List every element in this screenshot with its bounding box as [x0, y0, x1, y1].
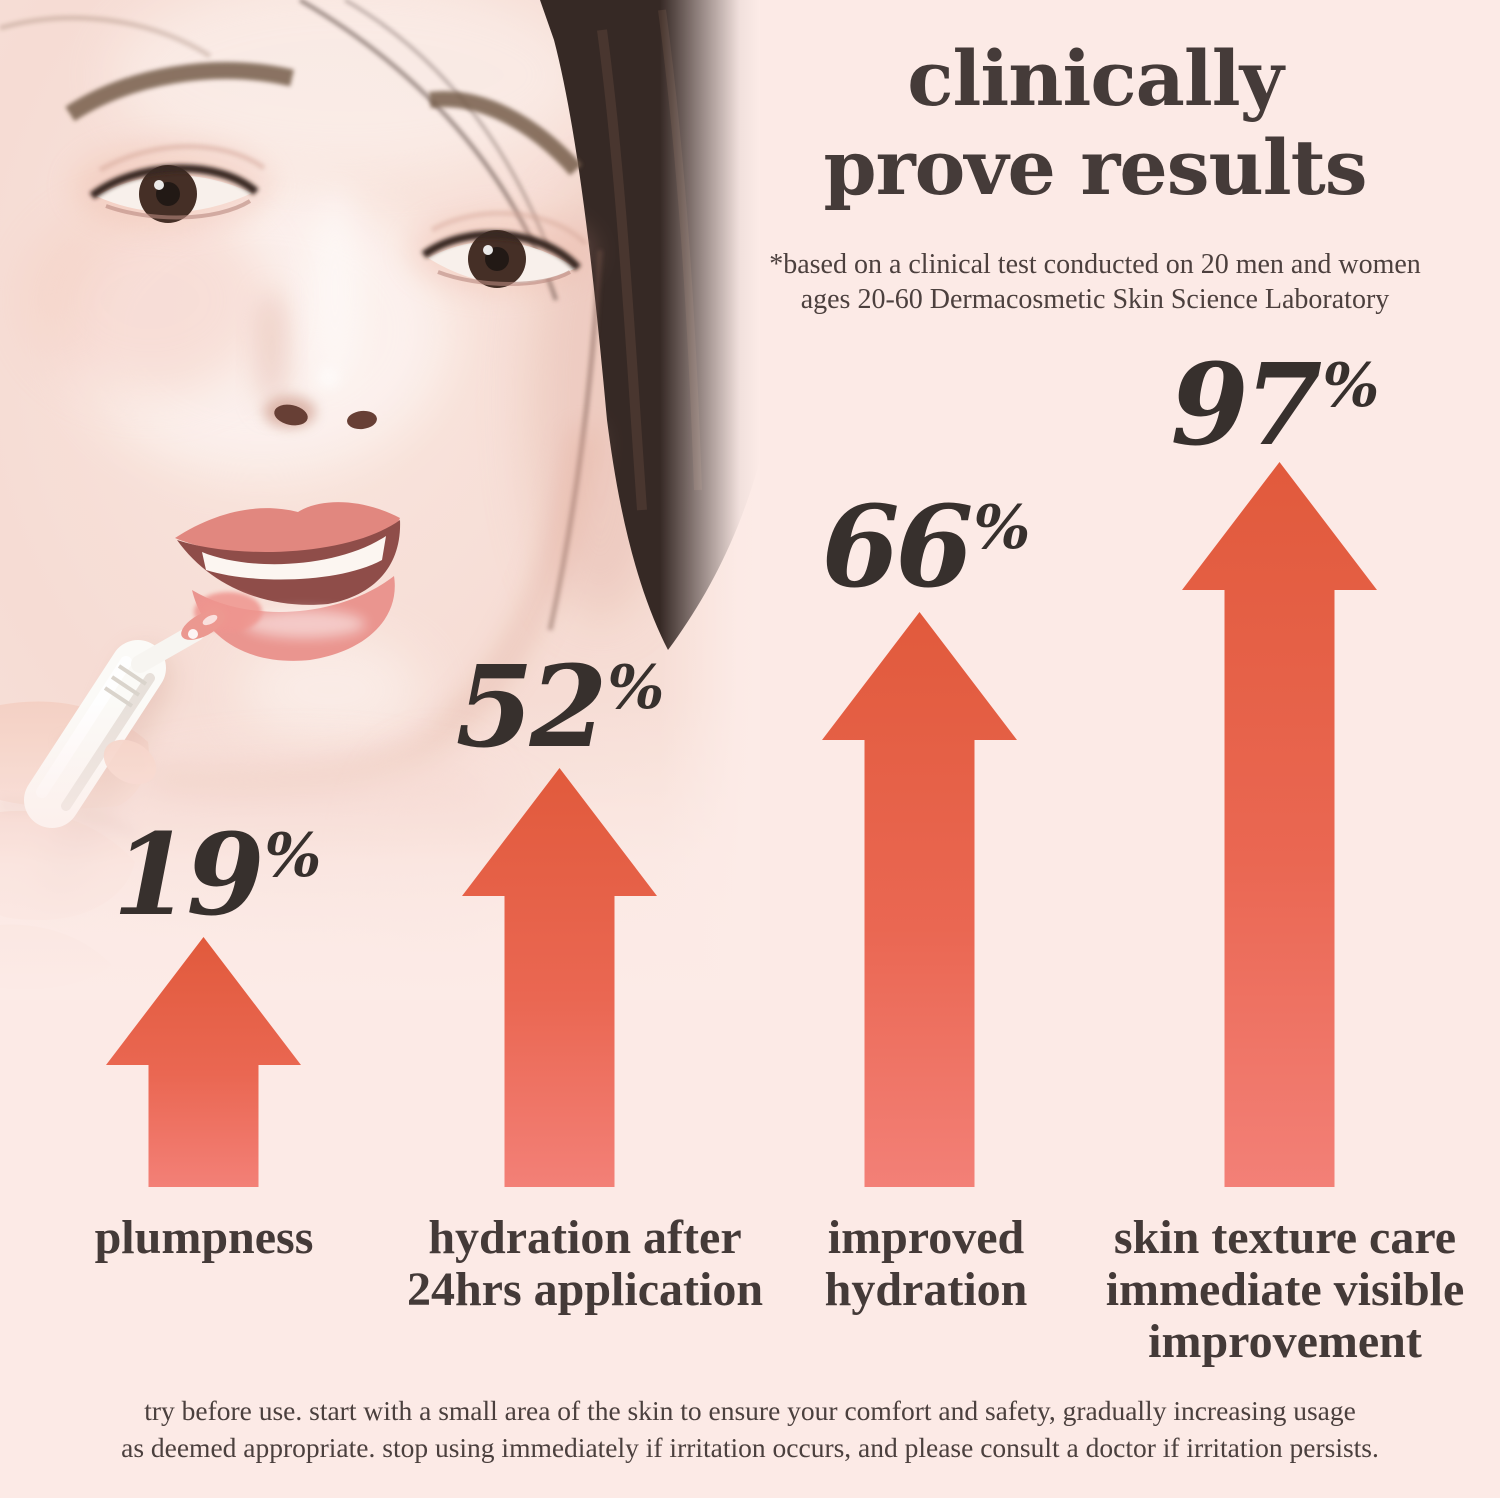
value-number: 66	[821, 482, 974, 613]
category-label-plumpness: plumpness	[4, 1212, 404, 1264]
percent-sign: %	[973, 493, 1031, 563]
note-line-1: *based on a clinical test conducted on 2…	[769, 249, 1421, 280]
category-line: hydration after	[428, 1211, 742, 1264]
category-line: improved	[827, 1211, 1025, 1264]
value-number: 97	[1170, 340, 1323, 471]
arrow-bar-improved-hydration	[822, 612, 1017, 1187]
arrow-bar-plumpness	[106, 937, 301, 1187]
eyebrows	[65, 62, 582, 176]
usage-warning: try before use. start with a small area …	[0, 1392, 1500, 1466]
category-line: improvement	[1148, 1315, 1422, 1368]
eyes	[72, 142, 592, 292]
category-label-improved-hydration: improved hydration	[726, 1212, 1126, 1316]
category-line: hydration	[824, 1263, 1028, 1316]
percent-sign: %	[264, 821, 322, 891]
warning-line-2: as deemed appropriate. stop using immedi…	[121, 1432, 1379, 1463]
category-line: 24hrs application	[406, 1263, 764, 1316]
category-line: plumpness	[94, 1211, 314, 1264]
lips	[175, 502, 401, 661]
value-number: 52	[455, 642, 608, 773]
category-label-skin-texture: skin texture care immediate visible impr…	[1085, 1212, 1485, 1368]
value-label-plumpness: 19%	[17, 820, 417, 932]
value-label-skin-texture: 97%	[1075, 350, 1475, 462]
model-photo	[0, 0, 760, 1000]
arrow-bar-hydration-24hrs	[462, 768, 657, 1187]
percent-sign: %	[1322, 351, 1380, 421]
percent-sign: %	[607, 653, 665, 723]
category-label-hydration-24hrs: hydration after 24hrs application	[385, 1212, 785, 1316]
nose	[258, 190, 377, 430]
category-line: immediate visible	[1105, 1263, 1465, 1316]
value-label-hydration-24hrs: 52%	[360, 652, 760, 764]
category-line: skin texture care	[1113, 1211, 1457, 1264]
warning-line-1: try before use. start with a small area …	[144, 1395, 1356, 1426]
clinical-test-note: *based on a clinical test conducted on 2…	[700, 247, 1490, 317]
title-line-2: prove results	[823, 123, 1367, 212]
arrow-bar-skin-texture	[1182, 462, 1377, 1187]
value-label-improved-hydration: 66%	[726, 492, 1126, 604]
photo-edge-fades	[0, 0, 760, 1000]
page-title: clinically prove results	[700, 34, 1490, 212]
note-line-2: ages 20-60 Dermacosmetic Skin Science La…	[800, 284, 1390, 315]
value-number: 19	[112, 810, 265, 941]
title-line-1: clinically	[907, 34, 1284, 123]
